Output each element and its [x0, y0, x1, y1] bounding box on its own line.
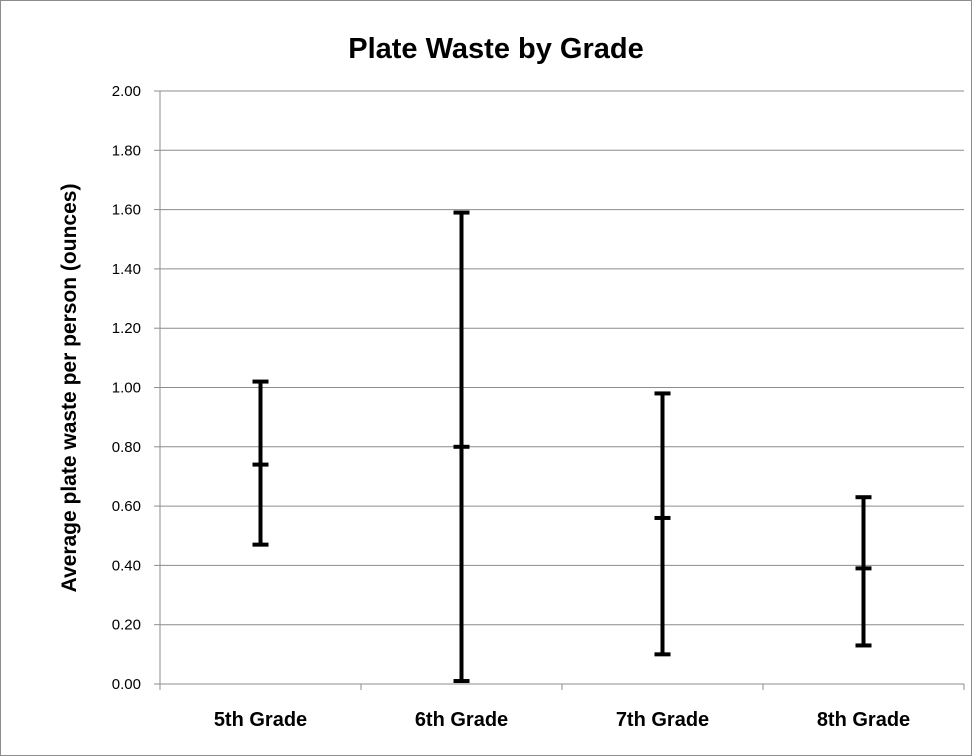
error-bar: [855, 495, 872, 648]
y-tick-label: 0.20: [112, 617, 141, 634]
error-bar: [252, 379, 269, 547]
y-tick-labels: 0.00 0.20 0.40 0.60 0.80 1.00 1.20 1.40 1.60 1.80…: [112, 83, 141, 693]
y-axis-label: Average plate waste per person (ounces): [58, 184, 81, 593]
y-tick-label: 1.60: [112, 202, 141, 219]
y-tick-label: 1.40: [112, 261, 141, 278]
y-tick-label: 0.00: [112, 676, 141, 693]
axes: [154, 90, 965, 690]
y-tick-label: 1.80: [112, 142, 141, 159]
x-tick-label: 6th Grade: [415, 709, 508, 731]
y-tick-label: 0.40: [112, 557, 141, 574]
y-tick-label: 0.80: [112, 439, 141, 456]
x-tick-label: 8th Grade: [817, 709, 910, 731]
x-tick-labels: 5th Grade 6th Grade 7th Grade 8th Grade: [214, 709, 910, 731]
gridlines: [160, 90, 964, 626]
y-tick-label: 1.20: [112, 320, 141, 337]
x-tick-label: 7th Grade: [616, 709, 709, 731]
y-tick-label: 2.00: [112, 83, 141, 100]
error-bar: [453, 210, 470, 684]
chart-title: Plate Waste by Grade: [348, 33, 643, 65]
y-tick-label: 0.60: [112, 498, 141, 515]
error-bars: [252, 210, 872, 684]
y-tick-label: 1.00: [112, 380, 141, 397]
error-bar: [654, 391, 671, 657]
x-tick-label: 5th Grade: [214, 709, 307, 731]
